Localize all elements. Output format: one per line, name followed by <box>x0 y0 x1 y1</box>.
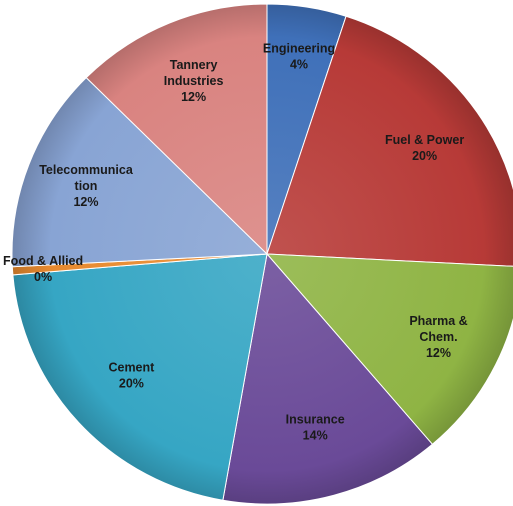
slice-label-engineering: Engineering 4% <box>263 42 335 72</box>
slices-layer <box>11 3 513 505</box>
pie-slice-tannery-industries <box>85 3 268 256</box>
slice-label-food-allied: Food & Allied 0% <box>3 254 83 284</box>
pie-slice-cement <box>12 253 268 501</box>
pie-slice-fuel-power <box>266 15 513 267</box>
labels-layer: Engineering 4% Fuel & Power 20% Pharma & Chem… <box>3 42 468 443</box>
slice-label-cement: Cement 20% <box>108 360 155 390</box>
slice-label-insurance: Insurance 14% <box>286 413 345 443</box>
slice-label-fuel-power: Fuel & Power 20% <box>385 133 464 163</box>
slice-label-pharma-chem-: Pharma & Chem. 12% <box>409 314 467 360</box>
slice-label-telecommunication: Telecommunica tion 12% <box>39 163 134 209</box>
pie-slice-insurance <box>222 252 434 505</box>
slice-label-tannery-industries: Tannery Industries 12% <box>164 58 224 104</box>
pie-slice-telecommunication <box>11 76 269 268</box>
pie-slice-pharma-chem- <box>265 253 513 445</box>
